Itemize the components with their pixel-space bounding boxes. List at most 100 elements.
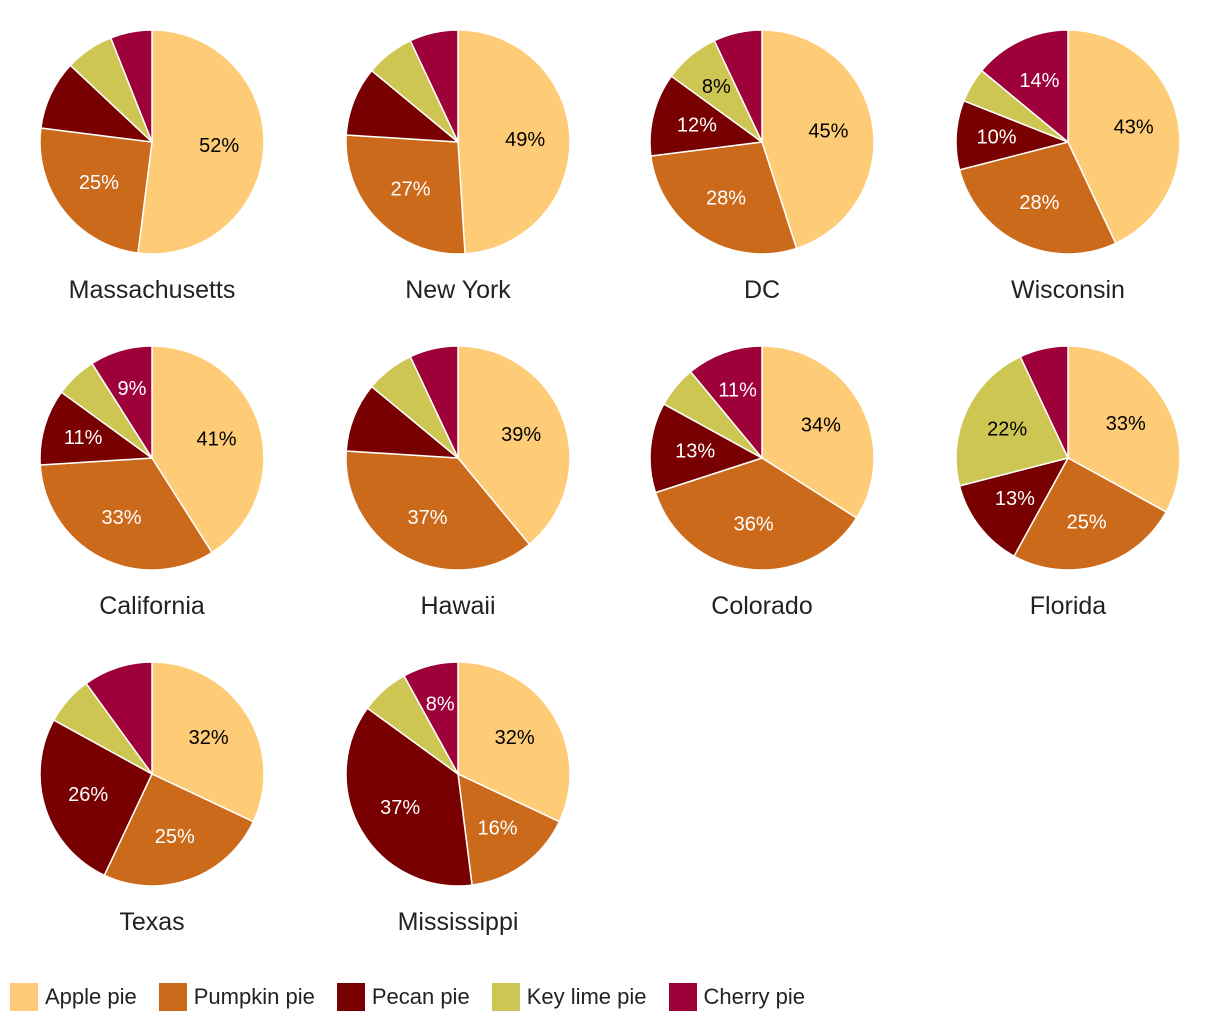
slice-value-label: 26% <box>68 784 108 806</box>
slice-value-label: 25% <box>155 826 195 848</box>
pie-slice-cherry-pie <box>980 29 1069 143</box>
pie-florida: 33% 25% 13% 22% Florida <box>955 345 1181 620</box>
pie-slice-apple-pie <box>457 29 571 255</box>
pie-title: New York <box>405 276 511 304</box>
slice-value-label: 49% <box>505 129 545 151</box>
pie-slice-pecan-pie <box>39 391 153 466</box>
pie-slice-key-lime-pie <box>955 355 1069 487</box>
legend-swatch <box>336 983 365 1011</box>
pie-slice-cherry-pie <box>403 661 459 775</box>
legend-item-pecan-pie: Pecan pie <box>336 983 470 1011</box>
legend-item-cherry-pie: Cherry pie <box>668 983 806 1011</box>
slice-value-label: 25% <box>1067 512 1107 534</box>
pie-slice-apple-pie <box>151 661 265 823</box>
slice-value-label: 37% <box>407 507 447 529</box>
slice-value-label: 33% <box>101 507 141 529</box>
pie-new-york: 49% 27% New York <box>345 29 571 304</box>
pie-title: Texas <box>119 908 184 936</box>
pie-title: Florida <box>1030 592 1107 620</box>
pie-title: Mississippi <box>398 908 519 936</box>
pie-title: DC <box>744 276 780 304</box>
slice-value-label: 14% <box>1019 70 1059 92</box>
pie-slice-apple-pie <box>137 29 265 255</box>
slice-value-label: 9% <box>118 378 147 400</box>
legend-item-pumpkin-pie: Pumpkin pie <box>158 983 315 1011</box>
legend: Apple pie Pumpkin pie Pecan pie Key lime… <box>10 983 827 1011</box>
pie-slice-apple-pie <box>1067 345 1181 513</box>
pie-mississippi: 32% 16% 37% 8% Mississippi <box>345 661 571 936</box>
slice-value-label: 10% <box>976 127 1016 149</box>
pie-title: California <box>99 592 205 620</box>
slice-value-label: 8% <box>702 76 731 98</box>
pie-slice-cherry-pie <box>409 345 459 459</box>
pie-slice-pecan-pie <box>958 457 1069 557</box>
pie-slice-pumpkin-pie <box>39 457 213 571</box>
slice-value-label: 25% <box>79 172 119 194</box>
pie-slice-cherry-pie <box>689 345 763 459</box>
pie-slice-cherry-pie <box>409 29 459 143</box>
pie-slice-pumpkin-pie <box>1013 457 1167 571</box>
pie-slice-pumpkin-pie <box>654 457 858 571</box>
legend-swatch <box>668 983 697 1011</box>
slice-value-label: 8% <box>426 694 455 716</box>
pie-title: Colorado <box>711 592 812 620</box>
pie-slice-pumpkin-pie <box>457 773 561 886</box>
slice-value-label: 28% <box>706 188 746 210</box>
pie-slice-pecan-pie <box>649 403 763 494</box>
pie-slice-pecan-pie <box>345 707 473 887</box>
pie-slice-pumpkin-pie <box>958 141 1117 255</box>
pie-slice-pumpkin-pie <box>345 134 466 255</box>
slice-value-label: 36% <box>734 514 774 536</box>
pie-title: Massachusetts <box>69 276 236 304</box>
slice-value-label: 13% <box>675 441 715 463</box>
slice-value-label: 45% <box>808 121 848 143</box>
pie-slice-cherry-pie <box>110 29 153 143</box>
slice-value-label: 33% <box>1106 413 1146 435</box>
legend-swatch <box>10 983 38 1011</box>
slice-value-label: 11% <box>64 427 103 449</box>
pie-title: Wisconsin <box>1011 276 1125 304</box>
slice-value-label: 28% <box>1019 192 1059 214</box>
legend-label: Apple pie <box>45 984 137 1009</box>
pie-dc: 45% 28% 12% 8% DC <box>649 29 875 304</box>
slice-value-label: 41% <box>196 428 236 450</box>
pie-slice-cherry-pie <box>85 661 153 775</box>
legend-swatch <box>158 983 187 1011</box>
legend-label: Pecan pie <box>371 984 470 1009</box>
slice-value-label: 43% <box>1114 116 1154 138</box>
slice-value-label: 52% <box>199 135 239 157</box>
pie-slice-cherry-pie <box>1019 345 1069 459</box>
slice-value-label: 13% <box>995 488 1035 510</box>
pie-slice-pumpkin-pie <box>39 127 153 254</box>
pie-slice-apple-pie <box>1067 29 1181 245</box>
legend-item-key-lime-pie: Key lime pie <box>491 983 647 1011</box>
pie-slice-pecan-pie <box>649 75 763 157</box>
legend-label: Pumpkin pie <box>193 984 315 1009</box>
legend-label: Key lime pie <box>526 984 647 1009</box>
slice-value-label: 27% <box>390 179 430 201</box>
legend-label: Cherry pie <box>703 984 806 1009</box>
pie-slice-pumpkin-pie <box>345 450 531 571</box>
slice-value-label: 22% <box>987 418 1027 440</box>
legend-swatch <box>491 983 520 1011</box>
pie-texas: 32% 25% 26% Texas <box>39 661 265 936</box>
slice-value-label: 32% <box>189 727 229 749</box>
slice-value-label: 12% <box>677 114 717 136</box>
slice-value-label: 16% <box>477 817 517 839</box>
pie-massachusetts: 52% 25% Massachusetts <box>39 29 265 304</box>
pie-slice-apple-pie <box>761 29 875 250</box>
pie-slice-cherry-pie <box>713 29 763 143</box>
slice-value-label: 39% <box>501 424 541 446</box>
pie-slice-pumpkin-pie <box>650 141 798 255</box>
pie-slice-apple-pie <box>457 661 571 823</box>
pie-slice-cherry-pie <box>91 345 153 459</box>
slice-value-label: 11% <box>718 380 757 402</box>
pie-wisconsin: 43% 28% 10% 14% Wisconsin <box>955 29 1181 304</box>
slice-value-label: 37% <box>380 797 420 819</box>
pie-title: Hawaii <box>420 592 495 620</box>
legend-item-apple-pie: Apple pie <box>10 983 137 1011</box>
slice-value-label: 34% <box>801 415 841 437</box>
pie-hawaii: 39% 37% Hawaii <box>345 345 571 620</box>
pie-colorado: 34% 36% 13% 11% Colorado <box>649 345 875 620</box>
